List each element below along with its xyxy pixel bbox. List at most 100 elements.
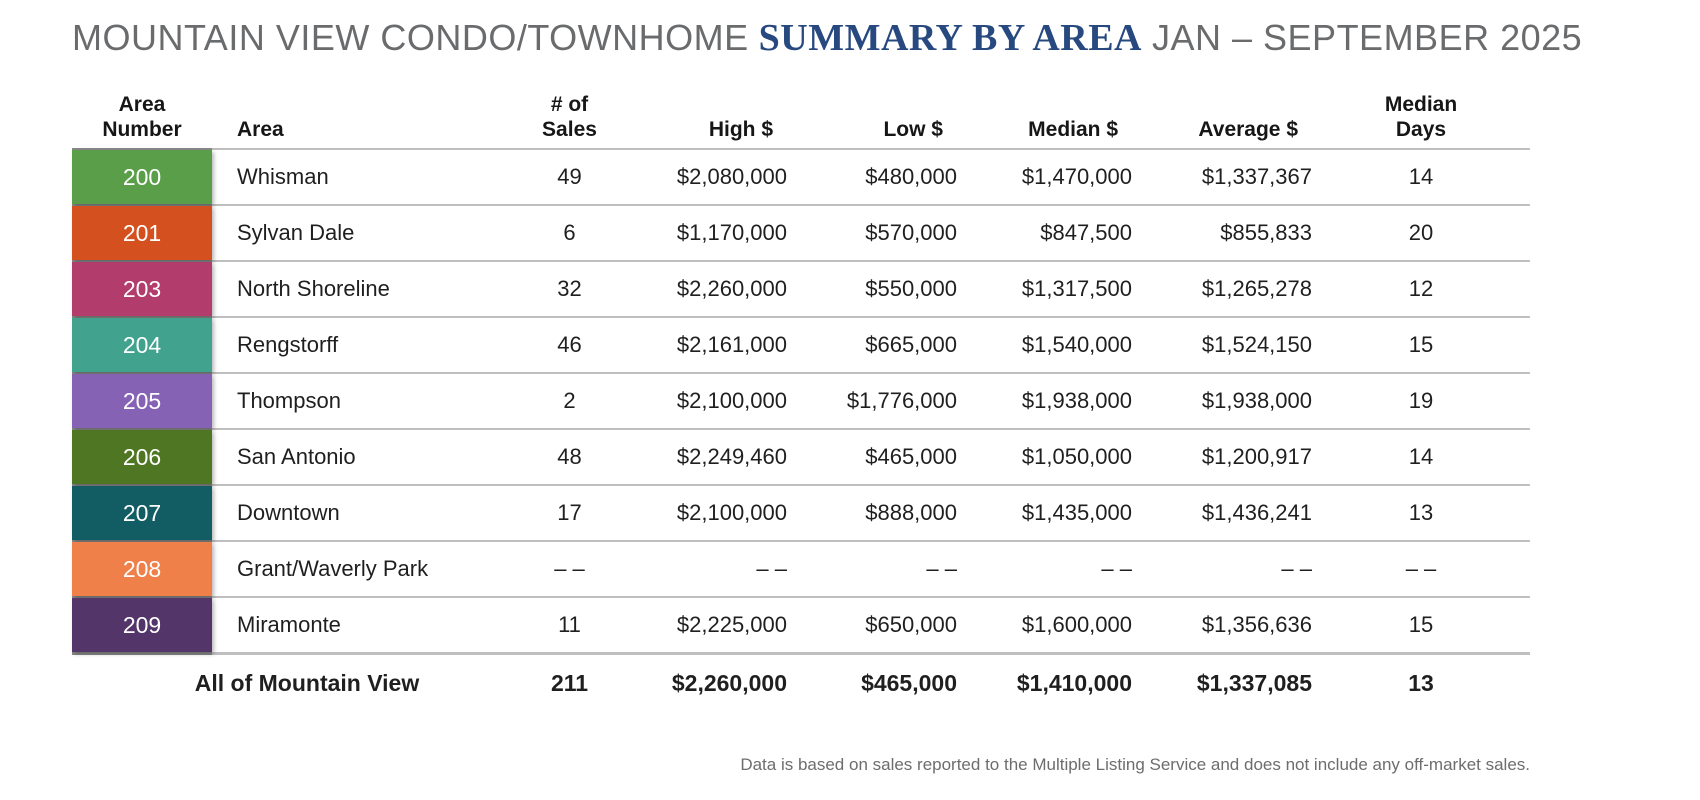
area-number-badge: 208 (72, 542, 212, 596)
cell-area-name: Grant/Waverly Park (237, 556, 429, 581)
area-number-badge: 204 (72, 318, 212, 372)
total-median: $1,410,000 (1016, 669, 1132, 696)
cell-median: $1,540,000 (1021, 332, 1132, 357)
cell-median: $1,600,000 (1021, 612, 1132, 637)
cell-sales: 46 (557, 332, 582, 357)
cell-average: $1,356,636 (1201, 612, 1312, 637)
cell-high: $2,080,000 (676, 164, 787, 189)
area-number-badge: 207 (72, 486, 212, 540)
cell-sales: – – (554, 556, 585, 581)
header-cell: # of Sales (542, 92, 597, 141)
cell-area-name: Whisman (237, 164, 329, 189)
total-average: $1,337,085 (1196, 669, 1312, 696)
cell-low: $550,000 (865, 276, 957, 301)
page-title: MOUNTAIN VIEW CONDO/TOWNHOME SUMMARY BY A… (72, 16, 1582, 60)
table-body: 200 Whisman 49 $2,080,000 $480,000 $1,470,000… (72, 148, 1530, 655)
total-sales: 211 (550, 669, 589, 696)
cell-median_days: 20 (1408, 220, 1434, 245)
cell-average: $1,337,367 (1201, 164, 1312, 189)
cell-high: $2,100,000 (676, 500, 787, 525)
cell-area-name: Downtown (237, 500, 340, 525)
table-row: 205 Thompson 2 $2,100,000 $1,776,000 $1,938,0… (72, 374, 1530, 428)
title-emphasis: SUMMARY BY AREA (758, 17, 1142, 59)
header-cell: Area Number (102, 92, 182, 141)
cell-median_days: 19 (1408, 388, 1434, 413)
cell-average: $1,436,241 (1201, 500, 1312, 525)
cell-median: $1,938,000 (1021, 388, 1132, 413)
cell-median_days: – – (1405, 556, 1437, 581)
summary-table: Area Number Area # of Sales High $ Low $ Medi… (72, 82, 1530, 709)
cell-median_days: 15 (1408, 612, 1434, 637)
total-label: All of Mountain View (194, 669, 420, 696)
cell-average: $1,200,917 (1201, 444, 1312, 469)
header-cell: Low $ (883, 117, 943, 141)
cell-average: $1,265,278 (1201, 276, 1312, 301)
cell-average: $1,938,000 (1201, 388, 1312, 413)
cell-high: $2,249,460 (676, 444, 787, 469)
area-number-badge: 206 (72, 430, 212, 484)
cell-sales: 17 (557, 500, 582, 525)
cell-low: – – (926, 556, 957, 581)
footnote: Data is based on sales reported to the M… (740, 755, 1530, 774)
header-cell: Median $ (1028, 117, 1118, 141)
header-cell: High $ (708, 117, 773, 141)
area-number-badge: 201 (72, 206, 212, 260)
header-cell: Average $ (1198, 117, 1298, 141)
area-number-badge: 203 (72, 262, 212, 316)
cell-area-name: San Antonio (237, 444, 356, 469)
cell-low: $665,000 (865, 332, 957, 357)
cell-average: – – (1281, 556, 1312, 581)
cell-area-name: Thompson (237, 388, 341, 413)
cell-median_days: 14 (1408, 444, 1434, 469)
header-cell: Area (237, 117, 284, 141)
cell-low: $570,000 (865, 220, 957, 245)
table-row: 201 Sylvan Dale 6 $1,170,000 $570,000 $847,50… (72, 206, 1530, 260)
table-row: 204 Rengstorff 46 $2,161,000 $665,000 $1,540,… (72, 318, 1530, 372)
table-row: 207 Downtown 17 $2,100,000 $888,000 $1,435,00… (72, 486, 1530, 540)
cell-average: $855,833 (1220, 220, 1312, 245)
cell-sales: 6 (563, 220, 576, 245)
cell-median_days: 12 (1408, 276, 1434, 301)
cell-median: $1,470,000 (1021, 164, 1132, 189)
cell-median: – – (1101, 556, 1132, 581)
total-low: $465,000 (861, 669, 957, 696)
cell-low: $465,000 (865, 444, 957, 469)
cell-area-name: Rengstorff (237, 332, 339, 357)
cell-sales: 2 (563, 388, 576, 413)
cell-median: $1,317,500 (1021, 276, 1132, 301)
table-row: 206 San Antonio 48 $2,249,460 $465,000 $1,050… (72, 430, 1530, 484)
cell-high: $2,100,000 (676, 388, 787, 413)
cell-low: $650,000 (865, 612, 957, 637)
table-row: 203 North Shoreline 32 $2,260,000 $550,000 $1… (72, 262, 1530, 316)
table-total-row: All of Mountain View 211 $2,260,000 $465,00… (72, 657, 1530, 709)
cell-high: $2,225,000 (676, 612, 787, 637)
total-high: $2,260,000 (671, 669, 787, 696)
cell-high: $2,161,000 (676, 332, 787, 357)
cell-median_days: 15 (1408, 332, 1434, 357)
total-median_days: 13 (1408, 669, 1434, 696)
area-number-badge: 209 (72, 598, 212, 652)
cell-area-name: Miramonte (237, 612, 341, 637)
cell-sales: 32 (557, 276, 582, 301)
area-number-badge: 205 (72, 374, 212, 428)
cell-area-name: North Shoreline (237, 276, 390, 301)
title-left: MOUNTAIN VIEW CONDO/TOWNHOME (72, 17, 749, 58)
table-row: 209 Miramonte 11 $2,225,000 $650,000 $1,600,0… (72, 598, 1530, 652)
table-row: 208 Grant/Waverly Park – – – – – – – – – – – – (72, 542, 1530, 596)
table-header-row: Area Number Area # of Sales High $ Low $ Medi… (72, 82, 1530, 148)
cell-median_days: 14 (1408, 164, 1434, 189)
cell-sales: 48 (557, 444, 582, 469)
cell-average: $1,524,150 (1201, 332, 1312, 357)
header-cell: Median Days (1384, 92, 1458, 141)
cell-area-name: Sylvan Dale (237, 220, 355, 245)
cell-high: – – (756, 556, 787, 581)
cell-median: $1,435,000 (1021, 500, 1132, 525)
cell-high: $1,170,000 (676, 220, 787, 245)
title-right: JAN – SEPTEMBER 2025 (1152, 17, 1583, 58)
cell-low: $888,000 (865, 500, 957, 525)
cell-high: $2,260,000 (676, 276, 787, 301)
cell-sales: 11 (558, 612, 581, 637)
cell-sales: 49 (557, 164, 582, 189)
cell-median: $847,500 (1040, 220, 1132, 245)
cell-median: $1,050,000 (1021, 444, 1132, 469)
